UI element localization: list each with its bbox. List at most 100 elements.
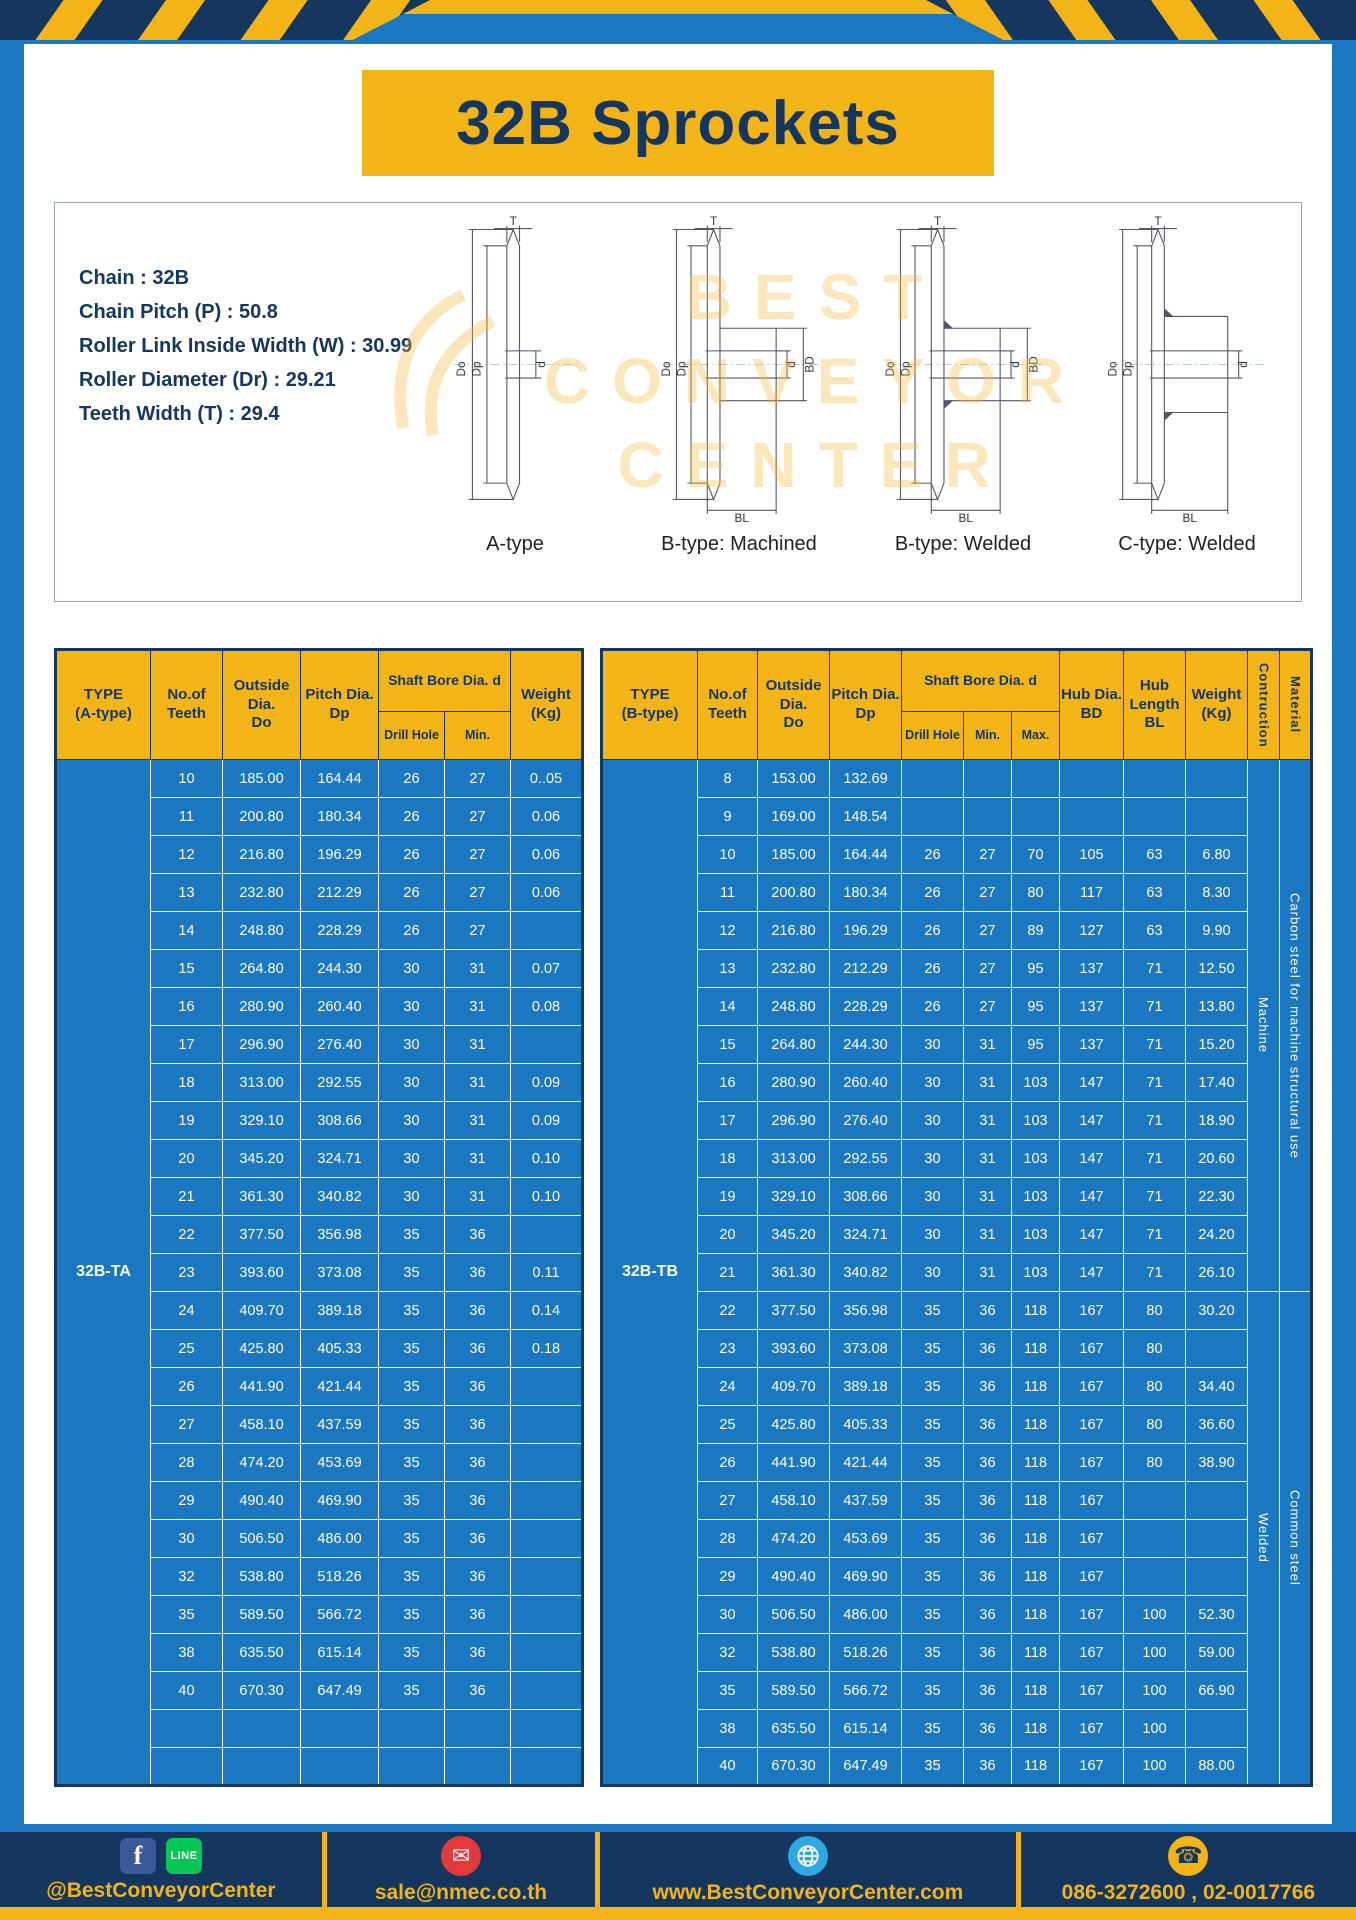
a-type-table: TYPE (A-type) No.of Teeth Outside Dia. D… bbox=[54, 648, 584, 1787]
data-cell: 16 bbox=[697, 1063, 758, 1102]
data-cell: 0.10 bbox=[510, 1139, 583, 1178]
data-cell: 38 bbox=[697, 1709, 758, 1748]
data-cell: 63 bbox=[1123, 911, 1186, 950]
data-cell: 26 bbox=[378, 797, 445, 836]
data-cell: 147 bbox=[1059, 1063, 1124, 1102]
dim-dp: Dp bbox=[471, 361, 484, 376]
data-cell: 0.07 bbox=[510, 949, 583, 988]
data-cell bbox=[1185, 1329, 1248, 1368]
col-header-weight: Weight (Kg) bbox=[510, 649, 583, 760]
data-cell: 35 bbox=[901, 1557, 964, 1596]
data-cell: 118 bbox=[1011, 1291, 1060, 1330]
data-cell: 35 bbox=[150, 1595, 223, 1634]
data-cell bbox=[444, 1747, 511, 1786]
table-row: 30 506.50 486.00 35 36 118 167 100 52.30 bbox=[602, 1595, 1312, 1634]
data-cell bbox=[510, 1215, 583, 1254]
footer-website-section: www.BestConveyorCenter.com bbox=[595, 1832, 1016, 1908]
table-row: 29 490.40 469.90 35 36 118 167 bbox=[602, 1557, 1312, 1596]
data-cell bbox=[1011, 759, 1060, 798]
table-row: 20 345.20 324.71 30 31 103 147 71 24.20 bbox=[602, 1215, 1312, 1254]
data-cell: 31 bbox=[963, 1025, 1012, 1064]
data-cell: 137 bbox=[1059, 949, 1124, 988]
data-cell: 24 bbox=[697, 1367, 758, 1406]
diagram-panel: Chain : 32B Chain Pitch (P) : 50.8 Rolle… bbox=[54, 202, 1302, 602]
data-cell: 18 bbox=[697, 1139, 758, 1178]
data-cell: 36 bbox=[444, 1519, 511, 1558]
data-cell: 670.30 bbox=[222, 1671, 301, 1710]
data-cell: 232.80 bbox=[757, 949, 830, 988]
data-cell: 19 bbox=[150, 1101, 223, 1140]
data-cell: 276.40 bbox=[829, 1101, 902, 1140]
data-cell: 80 bbox=[1123, 1405, 1186, 1444]
data-cell: 0..05 bbox=[510, 759, 583, 798]
dim-t: T bbox=[510, 215, 517, 228]
data-cell: 40 bbox=[697, 1747, 758, 1786]
data-cell: 36 bbox=[444, 1443, 511, 1482]
data-cell: 589.50 bbox=[757, 1671, 830, 1710]
data-cell: 100 bbox=[1123, 1709, 1186, 1748]
data-cell bbox=[901, 797, 964, 836]
data-cell bbox=[1185, 1519, 1248, 1558]
data-cell: 180.34 bbox=[300, 797, 379, 836]
data-cell: 167 bbox=[1059, 1367, 1124, 1406]
data-cell: 30 bbox=[150, 1519, 223, 1558]
phone-icon: ☎ bbox=[1168, 1835, 1209, 1876]
col-header-weight: Weight (Kg) bbox=[1185, 649, 1248, 760]
dim-bd: BD bbox=[1027, 356, 1040, 372]
data-cell bbox=[510, 911, 583, 950]
data-cell: 27 bbox=[963, 949, 1012, 988]
data-cell: 103 bbox=[1011, 1177, 1060, 1216]
data-cell: 27 bbox=[963, 987, 1012, 1026]
data-cell: 35 bbox=[378, 1443, 445, 1482]
data-cell bbox=[1123, 1557, 1186, 1596]
data-cell: 118 bbox=[1011, 1595, 1060, 1634]
table-row: 14 248.80 228.29 26 27 95 137 71 13.80 bbox=[602, 987, 1312, 1026]
data-cell: 71 bbox=[1123, 949, 1186, 988]
data-cell: 31 bbox=[444, 1101, 511, 1140]
data-cell: 30 bbox=[901, 1215, 964, 1254]
data-cell: 29 bbox=[697, 1557, 758, 1596]
data-cell: 24 bbox=[150, 1291, 223, 1330]
table-row: 11 200.80 180.34 26 27 80 117 63 8.30 bbox=[602, 873, 1312, 912]
data-cell: 329.10 bbox=[222, 1101, 301, 1140]
data-cell: 118 bbox=[1011, 1633, 1060, 1672]
data-cell bbox=[1185, 797, 1248, 836]
data-cell: 36 bbox=[963, 1443, 1012, 1482]
data-cell: 30 bbox=[378, 949, 445, 988]
data-cell: 12.50 bbox=[1185, 949, 1248, 988]
data-cell: 345.20 bbox=[222, 1139, 301, 1178]
dim-t: T bbox=[934, 215, 941, 228]
data-cell: 377.50 bbox=[757, 1291, 830, 1330]
data-cell: 71 bbox=[1123, 1215, 1186, 1254]
data-cell: 59.00 bbox=[1185, 1633, 1248, 1672]
data-cell: 22 bbox=[697, 1291, 758, 1330]
data-cell: 167 bbox=[1059, 1709, 1124, 1748]
data-cell: 425.80 bbox=[757, 1405, 830, 1444]
data-cell: 28 bbox=[150, 1443, 223, 1482]
data-cell: 36 bbox=[963, 1405, 1012, 1444]
data-cell: 670.30 bbox=[757, 1747, 830, 1786]
data-cell: 453.69 bbox=[829, 1519, 902, 1558]
data-cell: 71 bbox=[1123, 1177, 1186, 1216]
data-cell: 35 bbox=[901, 1595, 964, 1634]
footer-email-section: ✉ sale@nmec.co.th bbox=[321, 1832, 595, 1908]
line-icon: LINE bbox=[165, 1837, 202, 1874]
data-cell: 70 bbox=[1011, 835, 1060, 874]
data-cell: 18 bbox=[150, 1063, 223, 1102]
line-logo-text: LINE bbox=[170, 1849, 198, 1862]
data-cell: 474.20 bbox=[222, 1443, 301, 1482]
data-cell: 0.06 bbox=[510, 835, 583, 874]
data-cell: 36 bbox=[444, 1329, 511, 1368]
data-cell: 27 bbox=[444, 873, 511, 912]
data-cell bbox=[150, 1709, 223, 1748]
data-cell: 13 bbox=[150, 873, 223, 912]
data-cell: 35 bbox=[378, 1595, 445, 1634]
data-cell: 506.50 bbox=[757, 1595, 830, 1634]
diagram-a-type: T Do Dp d A-type bbox=[415, 215, 615, 589]
data-cell: 308.66 bbox=[829, 1177, 902, 1216]
data-cell: 647.49 bbox=[300, 1671, 379, 1710]
data-cell bbox=[1123, 759, 1186, 798]
data-cell: 313.00 bbox=[222, 1063, 301, 1102]
table-row: 26 441.90 421.44 35 36 bbox=[56, 1367, 583, 1406]
data-cell: 30 bbox=[378, 987, 445, 1026]
